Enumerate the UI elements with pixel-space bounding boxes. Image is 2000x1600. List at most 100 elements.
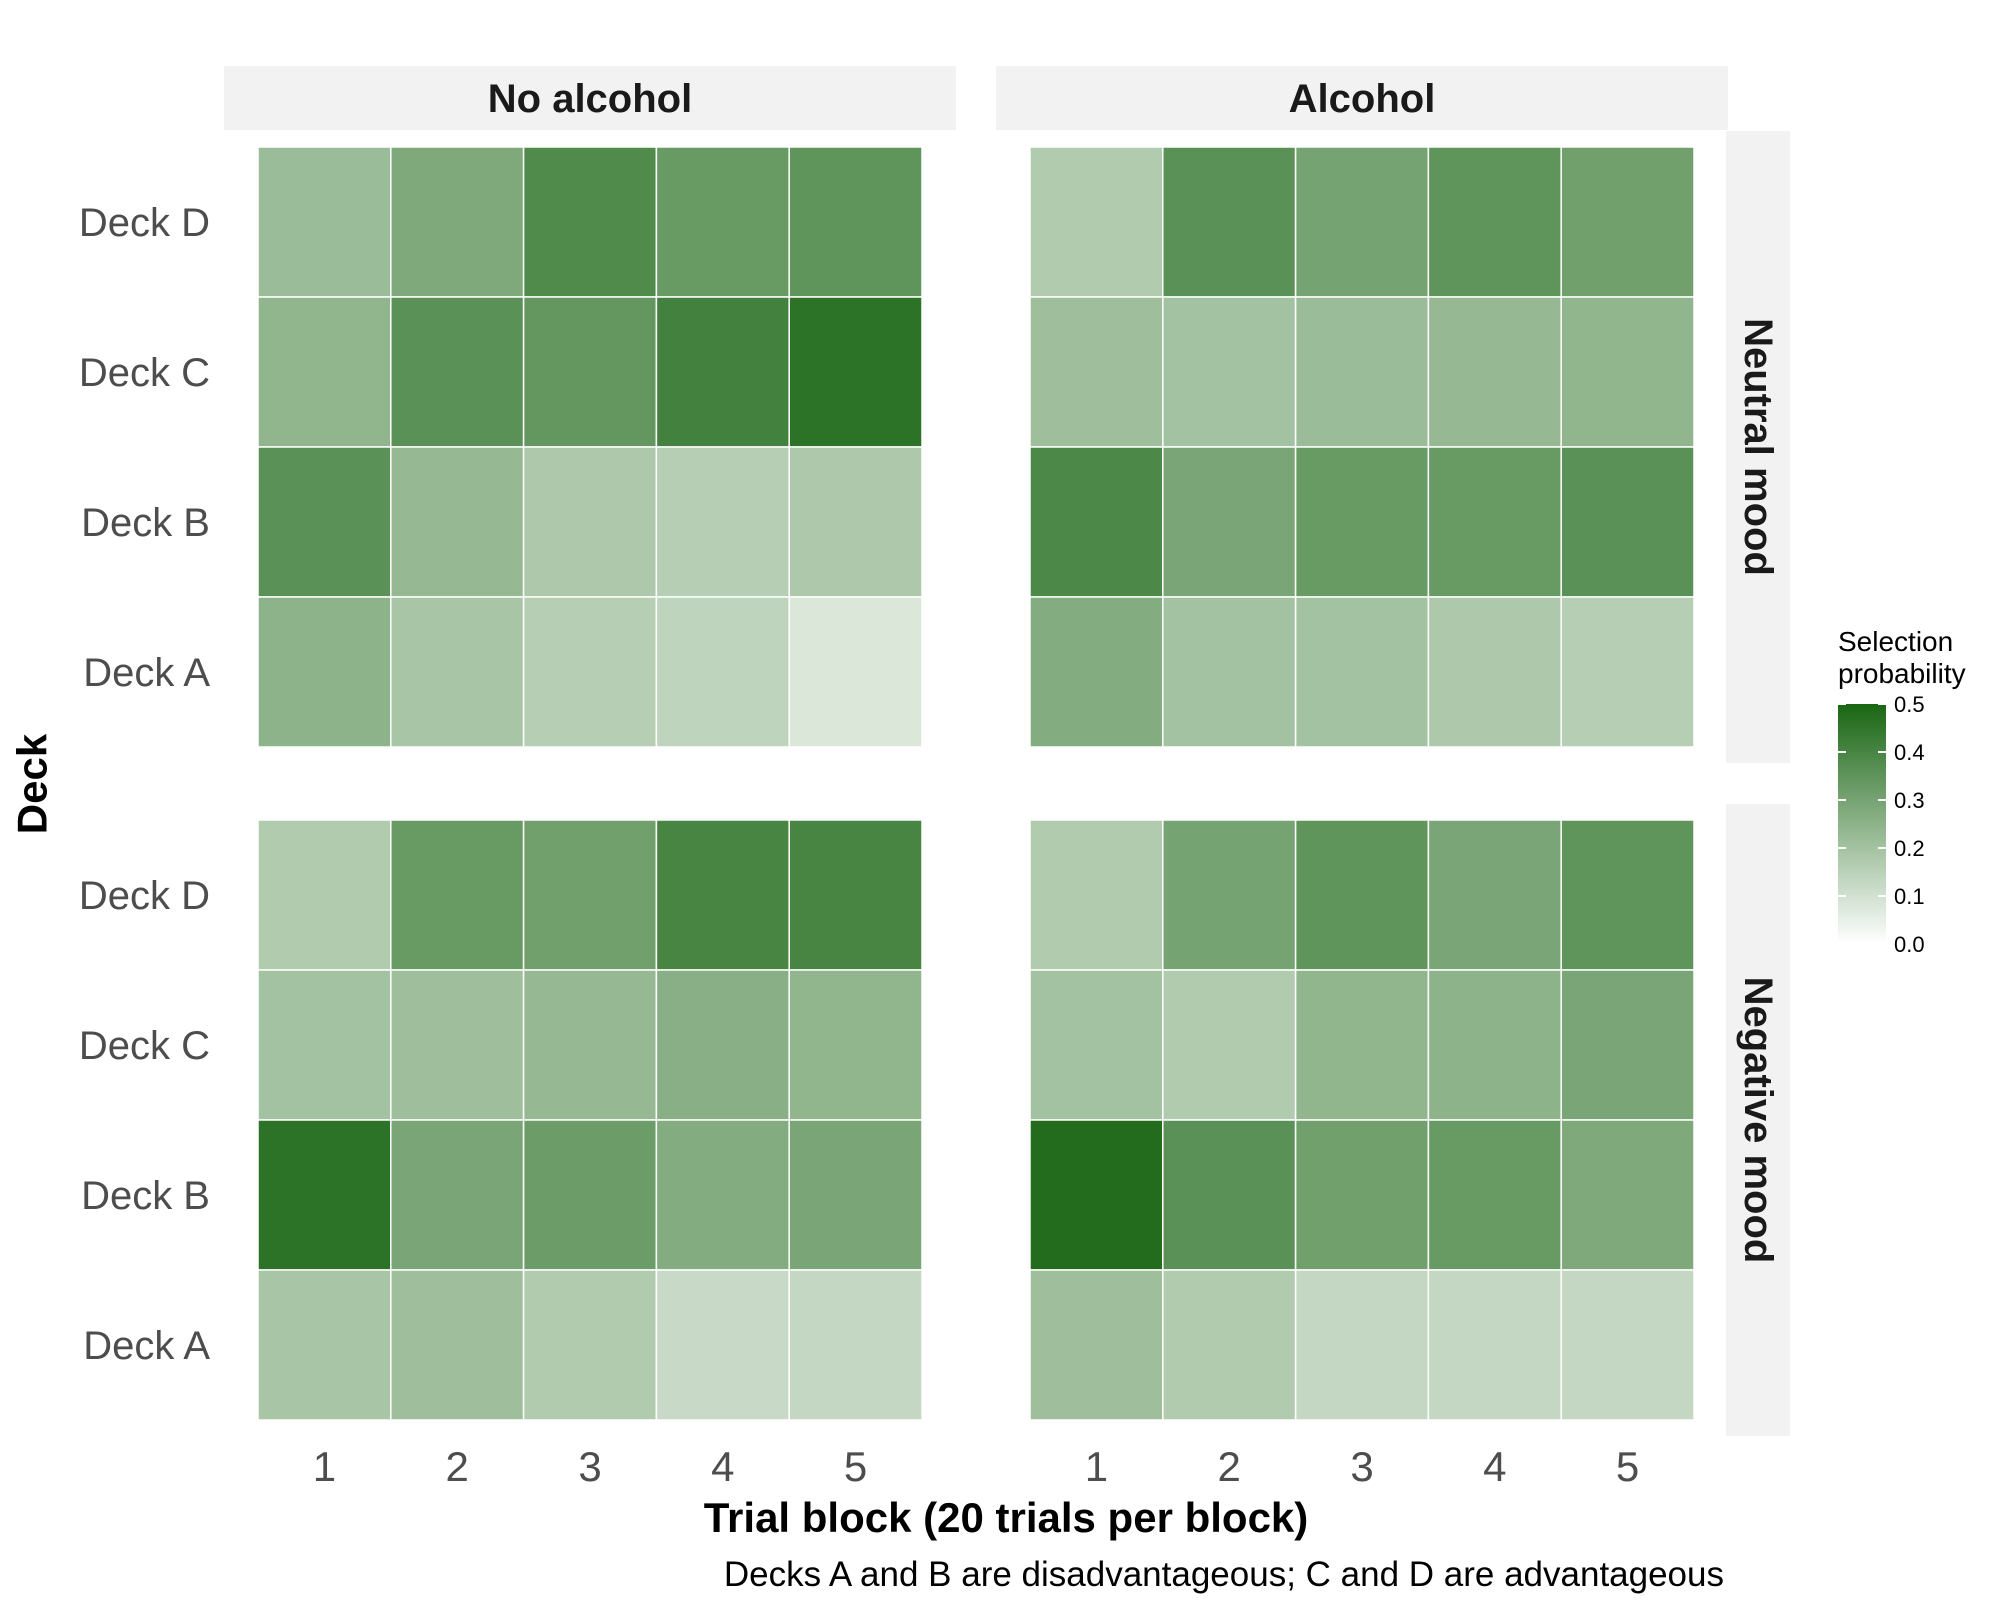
tile-deck-d-block-1 (257, 819, 392, 971)
tile-deck-c-block-2 (1162, 969, 1297, 1121)
tile-deck-c-block-1 (257, 296, 392, 448)
tile-deck-c-block-3 (522, 296, 658, 448)
x-tick-label: 1 (313, 1443, 336, 1490)
facet-strip-alcohol (996, 66, 1728, 130)
tile-deck-c-block-4 (655, 296, 790, 448)
legend-tick-label: 0.4 (1894, 740, 1925, 765)
tile-deck-b-block-1 (1029, 1119, 1164, 1271)
tile-deck-d-block-3 (1294, 146, 1430, 298)
x-tick-label: 3 (578, 1443, 601, 1490)
tile-deck-a-block-2 (1162, 596, 1297, 748)
tile-deck-a-block-5 (1560, 1269, 1695, 1421)
y-axis-title: Deck (9, 733, 56, 834)
tile-deck-a-block-5 (788, 596, 923, 748)
tile-deck-d-block-3 (522, 146, 658, 298)
tile-deck-b-block-2 (390, 446, 525, 598)
tile-deck-a-block-4 (655, 596, 790, 748)
legend-tick-label: 0.1 (1894, 884, 1925, 909)
facet-strip-neutral-mood (1726, 131, 1790, 763)
facet-label-no-alcohol: No alcohol (488, 77, 692, 121)
facet-label-neutral-mood: Neutral mood (1736, 318, 1780, 576)
tile-deck-b-block-3 (1294, 1119, 1430, 1271)
tile-deck-d-block-5 (788, 146, 923, 298)
tile-deck-d-block-1 (1029, 819, 1164, 971)
panel-neutral-mood-no-alcohol (257, 146, 923, 748)
tile-deck-b-block-5 (1560, 446, 1695, 598)
tile-deck-a-block-5 (788, 1269, 923, 1421)
y-tick-label: Deck C (79, 351, 210, 395)
panel-negative-mood-alcohol (1029, 819, 1695, 1421)
tile-deck-b-block-5 (788, 446, 923, 598)
tile-deck-a-block-2 (390, 1269, 525, 1421)
tile-deck-c-block-5 (788, 296, 923, 448)
tile-deck-d-block-3 (1294, 819, 1430, 971)
x-tick-label: 5 (844, 1443, 867, 1490)
y-tick-label: Deck C (79, 1024, 210, 1068)
tile-deck-d-block-2 (390, 146, 525, 298)
tile-deck-b-block-2 (1162, 446, 1297, 598)
x-tick-label: 4 (711, 1443, 734, 1490)
tile-deck-c-block-1 (1029, 296, 1164, 448)
y-tick-label: Deck B (81, 1174, 210, 1218)
tile-deck-c-block-4 (1427, 296, 1562, 448)
tile-deck-a-block-1 (1029, 596, 1164, 748)
y-tick-label: Deck A (83, 651, 210, 695)
legend-tick-label: 0.3 (1894, 788, 1925, 813)
tile-deck-c-block-4 (655, 969, 790, 1121)
tile-deck-b-block-4 (1427, 446, 1562, 598)
tile-deck-c-block-3 (1294, 296, 1430, 448)
panel-negative-mood-no-alcohol (257, 819, 923, 1421)
x-tick-label: 5 (1616, 1443, 1639, 1490)
y-tick-label: Deck B (81, 501, 210, 545)
tile-deck-b-block-4 (655, 446, 790, 598)
tile-deck-a-block-4 (1427, 596, 1562, 748)
tile-deck-c-block-2 (390, 296, 525, 448)
y-tick-label: Deck D (79, 874, 210, 918)
facet-label-alcohol: Alcohol (1289, 77, 1436, 121)
tile-deck-a-block-2 (390, 596, 525, 748)
tile-deck-a-block-2 (1162, 1269, 1297, 1421)
legend-tick-label: 0.0 (1894, 932, 1925, 957)
tile-deck-d-block-5 (1560, 146, 1695, 298)
tile-deck-b-block-3 (522, 1119, 658, 1271)
tile-deck-d-block-4 (1427, 819, 1562, 971)
tile-deck-c-block-5 (788, 969, 923, 1121)
tile-deck-a-block-3 (522, 596, 658, 748)
tile-deck-a-block-3 (522, 1269, 658, 1421)
tile-deck-a-block-1 (257, 596, 392, 748)
tile-deck-b-block-1 (1029, 446, 1164, 598)
x-tick-label: 3 (1350, 1443, 1373, 1490)
tile-deck-d-block-4 (655, 819, 790, 971)
tile-deck-d-block-5 (1560, 819, 1695, 971)
tile-deck-c-block-3 (1294, 969, 1430, 1121)
tile-deck-d-block-1 (257, 146, 392, 298)
tile-deck-a-block-1 (257, 1269, 392, 1421)
tile-deck-a-block-3 (1294, 1269, 1430, 1421)
tile-deck-a-block-5 (1560, 596, 1695, 748)
tile-deck-b-block-4 (655, 1119, 790, 1271)
tile-deck-b-block-2 (1162, 1119, 1297, 1271)
facet-strip-negative-mood (1726, 804, 1790, 1436)
tile-deck-b-block-4 (1427, 1119, 1562, 1271)
tile-deck-d-block-3 (522, 819, 658, 971)
tile-deck-b-block-3 (522, 446, 658, 598)
legend-title: probability (1838, 658, 1966, 689)
legend-colorbar (1838, 704, 1886, 944)
y-tick-label: Deck A (83, 1324, 210, 1368)
tile-deck-a-block-1 (1029, 1269, 1164, 1421)
tile-deck-c-block-4 (1427, 969, 1562, 1121)
tile-deck-c-block-5 (1560, 296, 1695, 448)
tile-deck-c-block-1 (257, 969, 392, 1121)
tile-deck-c-block-5 (1560, 969, 1695, 1121)
facet-label-negative-mood: Negative mood (1736, 977, 1780, 1264)
tile-deck-c-block-1 (1029, 969, 1164, 1121)
legend-tick-label: 0.5 (1894, 692, 1925, 717)
facet-strip-no-alcohol (224, 66, 956, 130)
tile-deck-b-block-3 (1294, 446, 1430, 598)
x-tick-label: 2 (1218, 1443, 1241, 1490)
tile-deck-a-block-4 (1427, 1269, 1562, 1421)
tile-deck-d-block-2 (390, 819, 525, 971)
